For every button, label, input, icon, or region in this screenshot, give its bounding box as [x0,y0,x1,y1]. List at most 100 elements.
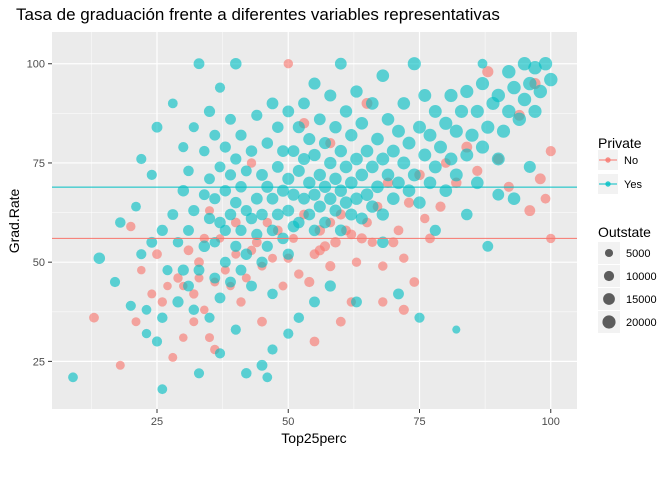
data-point-no [283,58,294,69]
data-point-no [147,289,157,299]
data-point-yes [172,296,184,308]
data-point-yes [502,104,516,119]
data-point-yes [297,152,311,166]
data-point-no [194,273,204,283]
data-point-no [163,281,172,291]
data-point-yes [162,265,173,276]
data-point-yes [355,116,369,130]
data-point-yes [125,300,136,311]
y-tick-label: 25 [33,356,45,368]
legend-size-key [604,248,614,258]
data-point-no [231,249,241,259]
data-point-yes [376,208,389,221]
data-point-no [319,241,331,252]
data-point-yes [397,156,411,170]
data-point-yes [193,264,205,276]
data-point-yes [303,176,316,189]
legend-size-key [603,270,615,282]
legend-size-key [603,293,615,305]
data-point-no [115,360,125,370]
data-point-yes [386,192,400,206]
data-point-yes [350,152,363,166]
data-point-yes [225,276,236,288]
data-point-yes [266,224,279,237]
data-point-yes [251,228,263,240]
legend-size-label: 10000 [626,271,657,283]
data-point-yes [146,169,157,180]
data-point-yes [230,324,241,335]
data-point-yes [219,256,231,268]
data-point-yes [308,224,321,237]
data-point-yes [496,124,511,138]
data-point-yes [115,217,126,228]
data-point-yes [313,113,326,126]
data-point-yes [225,113,236,125]
data-point-yes [203,105,216,117]
data-point-yes [324,156,337,170]
data-point-yes [392,176,405,190]
data-point-no [351,257,362,267]
data-point-no [399,253,409,263]
data-point-no [241,273,251,283]
data-point-yes [318,137,332,150]
data-point-yes [136,153,147,165]
data-point-yes [261,240,273,252]
data-point-yes [245,212,258,225]
data-point-yes [298,97,310,110]
data-point-yes [204,173,215,185]
data-point-yes [345,208,358,221]
data-point-yes [193,368,205,379]
data-point-yes [156,224,168,236]
data-point-yes [365,160,379,174]
data-point-yes [381,168,395,182]
data-point-no [403,197,415,208]
data-point-yes [271,208,284,221]
data-point-yes [491,152,505,166]
data-point-yes [439,184,453,198]
data-point-yes [449,124,463,138]
data-point-yes [533,84,547,99]
data-point-yes [381,112,395,126]
data-point-yes [481,120,495,134]
data-point-yes [460,84,474,99]
data-point-yes [287,188,300,201]
data-point-yes [313,168,326,182]
data-point-yes [293,312,305,323]
data-point-no [189,289,199,299]
data-point-yes [276,184,290,197]
y-axis-label: Grad.Rate [6,188,22,253]
data-point-yes [250,192,263,205]
data-point-yes [428,104,442,118]
data-point-yes [193,58,205,70]
data-point-yes [470,176,484,190]
data-point-no [330,237,341,248]
data-point-yes [214,292,226,304]
data-point-no [398,304,409,315]
data-point-yes [256,208,268,221]
data-point-yes [444,88,458,103]
data-point-yes [324,192,337,205]
data-point-yes [141,304,152,315]
data-point-yes [282,172,295,185]
data-point-yes [376,69,390,83]
data-point-yes [308,148,321,162]
data-point-yes [308,188,321,201]
legend-size-label: 15000 [626,294,657,306]
data-point-yes [461,208,473,221]
y-axis-ticks: 25 50 75 100 [27,59,52,368]
legend-private: Private No Yes [598,135,642,194]
legend-size-label: 5000 [626,248,650,260]
data-point-no [152,249,162,260]
data-point-no [236,297,246,307]
data-point-yes [418,148,432,162]
data-point-yes [392,124,405,138]
x-tick-label: 100 [542,416,560,428]
data-point-yes [219,141,231,153]
data-point-yes [329,204,342,217]
data-point-yes [334,184,347,197]
legend-size-label: 20000 [626,317,657,329]
data-point-no [200,305,209,315]
data-point-no [304,276,315,288]
data-point-yes [324,280,336,292]
